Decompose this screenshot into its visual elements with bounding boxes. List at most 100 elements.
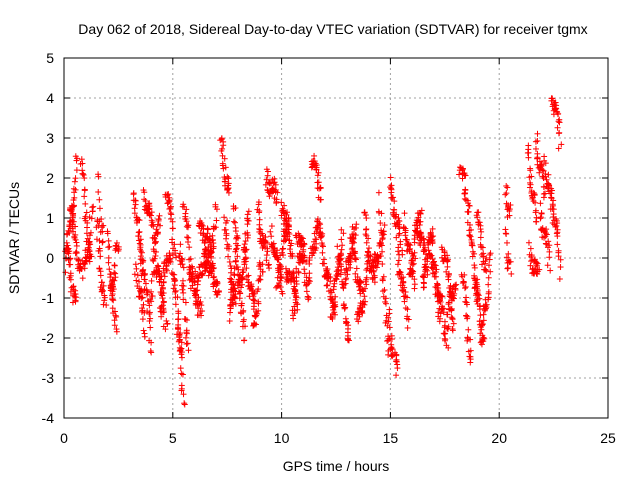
data-point — [178, 354, 185, 361]
data-point — [241, 241, 248, 248]
data-point — [306, 270, 313, 277]
data-point — [226, 318, 233, 325]
data-point — [450, 320, 457, 327]
data-point — [106, 266, 113, 273]
x-tick-label: 15 — [383, 430, 399, 446]
data-point — [483, 301, 490, 308]
data-point — [291, 303, 298, 310]
data-point — [531, 256, 538, 263]
data-point — [436, 318, 443, 325]
data-point — [72, 297, 79, 304]
data-point — [448, 288, 455, 295]
data-point — [209, 268, 216, 275]
data-point — [503, 182, 510, 189]
data-point — [391, 206, 398, 213]
data-point — [177, 330, 184, 337]
data-point — [280, 245, 287, 252]
data-point — [187, 264, 194, 271]
data-point — [78, 265, 85, 272]
data-point — [537, 214, 544, 221]
data-point — [338, 236, 345, 243]
data-point — [274, 247, 281, 254]
data-point — [100, 282, 107, 289]
data-point — [159, 285, 166, 292]
data-point — [163, 266, 170, 273]
data-point — [505, 250, 512, 257]
data-point — [227, 275, 234, 282]
data-point — [303, 258, 310, 265]
data-point — [534, 271, 541, 278]
data-point — [250, 291, 257, 298]
data-point — [415, 214, 422, 221]
data-point — [385, 314, 392, 321]
data-point — [351, 256, 358, 263]
data-point — [138, 295, 145, 302]
data-point — [293, 294, 300, 301]
data-point — [318, 240, 325, 247]
data-point — [473, 285, 480, 292]
data-point — [242, 258, 249, 265]
data-point — [475, 209, 482, 216]
data-point — [352, 254, 359, 261]
data-point — [230, 218, 237, 225]
data-point — [525, 154, 532, 161]
data-point — [147, 296, 154, 303]
data-point — [73, 294, 80, 301]
data-point — [445, 256, 452, 263]
data-point — [506, 258, 513, 265]
data-point — [477, 234, 484, 241]
data-point — [460, 278, 467, 285]
data-point — [154, 262, 161, 269]
data-point — [504, 184, 511, 191]
data-point — [219, 160, 226, 167]
data-point — [314, 172, 321, 179]
y-tick-label: -1 — [42, 290, 55, 306]
data-point — [402, 225, 409, 232]
data-point — [420, 235, 427, 242]
data-point — [466, 221, 473, 228]
data-point — [440, 309, 447, 316]
data-point — [267, 228, 274, 235]
data-point — [439, 293, 446, 300]
data-point — [267, 190, 274, 197]
data-point — [220, 142, 227, 149]
data-point — [234, 232, 241, 239]
data-point — [459, 273, 466, 280]
data-point — [70, 228, 77, 235]
data-point — [73, 249, 80, 256]
data-point — [409, 273, 416, 280]
data-point — [274, 256, 281, 263]
data-point — [428, 252, 435, 259]
data-point — [550, 211, 557, 218]
data-point — [424, 267, 431, 274]
data-point — [134, 272, 141, 279]
data-point — [342, 304, 349, 311]
y-tick-label: 1 — [46, 210, 54, 226]
data-point — [72, 236, 79, 243]
data-point — [172, 288, 179, 295]
data-point — [429, 270, 436, 277]
data-point — [271, 179, 278, 186]
data-point — [534, 155, 541, 162]
data-point — [213, 217, 220, 224]
data-point — [222, 164, 229, 171]
data-point — [71, 178, 78, 185]
data-point — [449, 327, 456, 334]
data-point — [315, 179, 322, 186]
data-point — [97, 268, 104, 275]
data-point — [109, 284, 116, 291]
data-point — [141, 270, 148, 277]
data-point — [393, 358, 400, 365]
data-point — [138, 289, 145, 296]
data-point — [527, 181, 534, 188]
data-point — [444, 252, 451, 259]
data-point — [548, 187, 555, 194]
data-point — [210, 264, 217, 271]
data-point — [234, 242, 241, 249]
data-point — [225, 189, 232, 196]
data-point — [444, 311, 451, 318]
data-point — [318, 233, 325, 240]
data-point — [99, 288, 106, 295]
data-point — [169, 225, 176, 232]
data-point — [335, 267, 342, 274]
